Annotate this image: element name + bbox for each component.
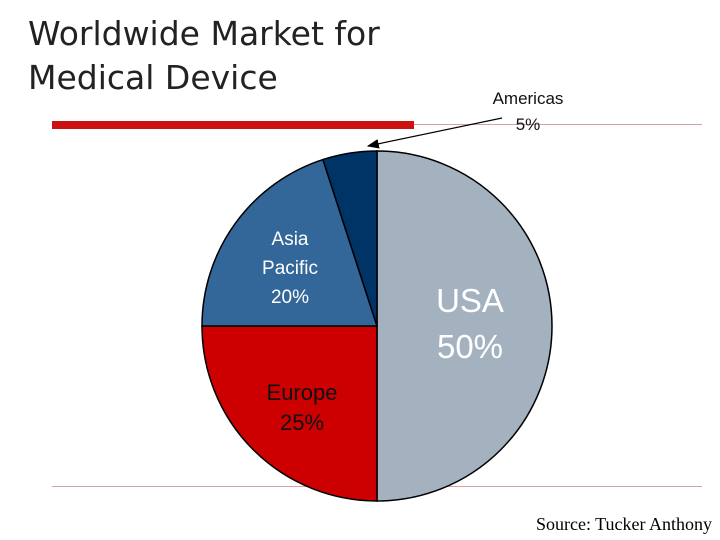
pie-slice-europe bbox=[201, 325, 378, 502]
callout-arrow bbox=[366, 117, 503, 149]
title-line-1: Worldwide Market for bbox=[28, 14, 380, 53]
top-divider-line bbox=[414, 124, 702, 125]
source-caption: Source: Tucker Anthony bbox=[535, 514, 712, 534]
slice-label-asia-pacific: Asia Pacific 20% bbox=[262, 229, 318, 308]
pie-slice-americas bbox=[321, 150, 378, 327]
slice-label-americas: Americas 5% bbox=[493, 89, 564, 134]
slide-title: Worldwide Market for Medical Device bbox=[28, 12, 468, 100]
title-line-2: Medical Device bbox=[28, 58, 278, 97]
pie-slice-asia-pacific bbox=[201, 158, 379, 327]
slice-label-usa: USA 50% bbox=[436, 282, 504, 365]
pie-slice-usa bbox=[376, 150, 553, 502]
title-accent-bar bbox=[52, 121, 414, 129]
slice-label-europe: Europe 25% bbox=[267, 380, 338, 435]
